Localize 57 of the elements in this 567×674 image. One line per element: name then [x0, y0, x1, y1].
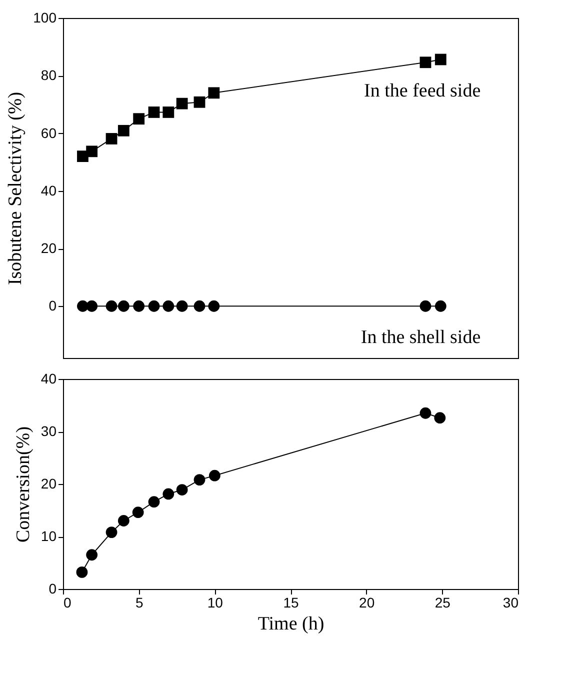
y-axis-title: Isobutene Selectivity (%) — [5, 92, 26, 286]
point — [162, 300, 174, 312]
y-tick-label: 40 — [40, 182, 57, 198]
point — [133, 113, 145, 125]
point — [86, 549, 98, 561]
point — [118, 515, 130, 526]
point — [118, 124, 130, 136]
point — [176, 300, 188, 312]
series-label: In the shell side — [360, 327, 481, 348]
point — [76, 566, 88, 578]
y-tick-label: 0 — [48, 298, 57, 314]
y-tick-label: 30 — [40, 423, 57, 439]
point — [176, 98, 188, 110]
point — [194, 96, 206, 108]
point — [420, 300, 432, 312]
x-tick-label: 20 — [359, 594, 375, 610]
point — [118, 300, 130, 312]
point — [420, 407, 432, 419]
point — [434, 300, 446, 312]
y-tick-label: 0 — [48, 580, 57, 596]
point — [106, 526, 118, 538]
point — [208, 87, 220, 99]
point — [148, 300, 160, 312]
point — [162, 488, 174, 500]
point — [194, 300, 206, 312]
point — [176, 484, 188, 496]
point — [194, 474, 206, 486]
x-tick-label: 15 — [283, 594, 299, 610]
x-tick-label: 5 — [135, 594, 144, 610]
x-tick-label: 10 — [207, 594, 224, 610]
y-tick-label: 100 — [33, 10, 57, 26]
point — [86, 146, 98, 158]
x-tick-label: 25 — [434, 594, 451, 610]
y-tick-label: 10 — [40, 528, 57, 544]
series-label: In the feed side — [364, 80, 481, 102]
y-tick-label: 60 — [40, 124, 57, 141]
y-tick-label: 20 — [40, 476, 57, 492]
y-axis-title: Conversion(%) — [12, 426, 34, 543]
point — [162, 106, 174, 118]
point — [106, 300, 118, 312]
point — [208, 470, 220, 482]
x-tick-label: 0 — [64, 594, 72, 610]
y-tick-label: 80 — [40, 67, 57, 84]
point — [434, 412, 446, 424]
point — [148, 496, 160, 508]
x-tick-label: 30 — [502, 594, 519, 610]
point — [434, 54, 446, 66]
point — [133, 300, 145, 312]
x-axis-title: Time (h) — [258, 614, 324, 634]
point — [148, 106, 160, 118]
point — [106, 133, 118, 144]
point — [86, 300, 98, 312]
point — [420, 56, 432, 68]
point — [208, 300, 220, 312]
y-tick-label: 20 — [40, 240, 57, 256]
point — [132, 506, 144, 518]
y-tick-label: 40 — [40, 370, 57, 386]
